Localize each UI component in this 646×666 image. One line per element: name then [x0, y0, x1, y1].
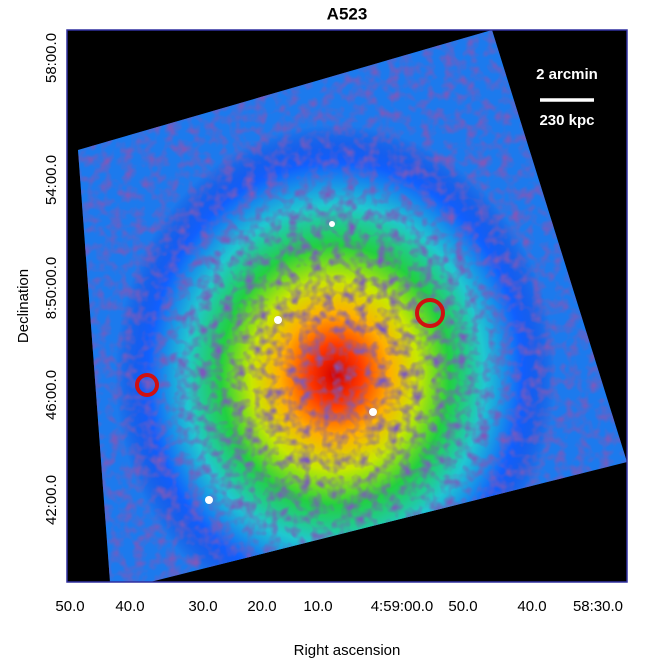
x-tick-label: 40.0	[115, 598, 144, 615]
x-tick-label: 40.0	[517, 598, 546, 615]
x-tick-label: 58:30.0	[573, 598, 623, 615]
x-tick-label: 50.0	[55, 598, 84, 615]
scale-label: 230 kpc	[539, 112, 594, 129]
point-source	[329, 221, 335, 227]
source-marker	[135, 373, 159, 397]
point-source	[274, 316, 282, 324]
y-tick-label: 58:00.0	[43, 33, 60, 83]
x-tick-label: 4:59:00.0	[371, 598, 434, 615]
title: A523	[327, 4, 368, 23]
y-tick-label: 42:00.0	[43, 475, 60, 525]
plot-frame	[66, 29, 628, 583]
scale-label: 2 arcmin	[536, 66, 598, 83]
point-source	[205, 496, 213, 504]
y-tick-label: 54:00.0	[43, 155, 60, 205]
y-axis-label: Declination	[15, 269, 32, 343]
y-tick-label: 46:00.0	[43, 370, 60, 420]
x-tick-label: 50.0	[448, 598, 477, 615]
x-axis-label: Right ascension	[294, 642, 401, 659]
x-tick-label: 30.0	[188, 598, 217, 615]
x-tick-label: 10.0	[303, 598, 332, 615]
y-tick-label: 8:50:00.0	[43, 257, 60, 320]
point-source	[369, 408, 377, 416]
source-marker	[415, 298, 445, 328]
x-tick-label: 20.0	[247, 598, 276, 615]
